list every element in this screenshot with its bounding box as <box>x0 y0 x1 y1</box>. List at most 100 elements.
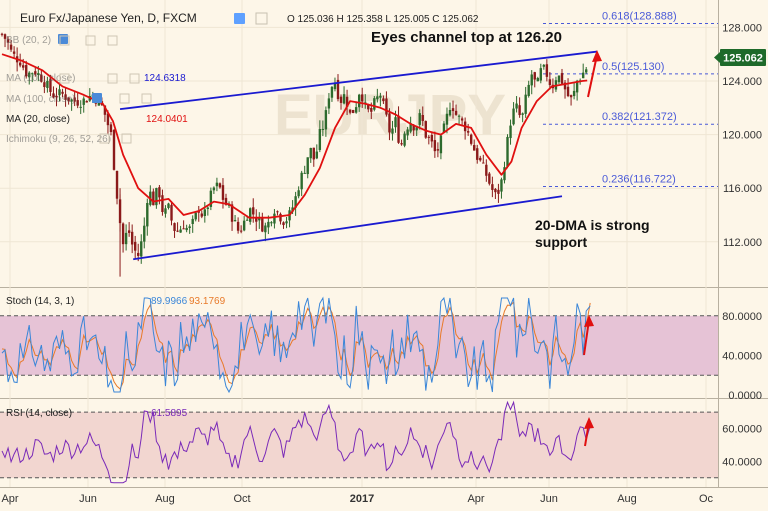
ma100-legend[interactable]: MA (100, close) <box>6 73 75 84</box>
candle-body <box>524 94 527 114</box>
ma20-line[interactable] <box>1 53 588 219</box>
stoch-k-value: 89.9966 <box>151 296 188 307</box>
candle-body <box>482 162 485 164</box>
legend-button-icon <box>85 35 96 46</box>
candle-body <box>433 140 437 152</box>
candle-body <box>218 183 222 188</box>
candle-body <box>512 108 515 125</box>
candle-body <box>309 147 312 159</box>
fib-level-label: 0.382(121.372) <box>602 111 677 123</box>
stoch-label[interactable]: Stoch (14, 3, 1) <box>6 296 74 307</box>
candle-body <box>424 121 427 138</box>
candle-body <box>58 89 61 96</box>
symbol-header[interactable]: Euro Fx/Japanese Yen, D, FXCM O 125.036 … <box>20 11 479 25</box>
candle-body <box>239 230 243 232</box>
trend-channel[interactable] <box>119 50 598 261</box>
candle-body <box>533 72 536 80</box>
legend-icons <box>59 35 152 144</box>
candle-body <box>173 223 176 231</box>
channel-annotation: Eyes channel top at 126.20 <box>371 29 562 46</box>
up-arrow-main <box>587 50 602 98</box>
eye-icon[interactable] <box>234 13 245 24</box>
candle-body <box>430 134 434 142</box>
candle-body <box>25 65 28 77</box>
symbol-title[interactable]: Euro Fx/Japanese Yen, D, FXCM <box>20 11 197 25</box>
fibonacci-levels[interactable]: 0.618(128.888) 0.5(125.130) 0.382(121.372)… <box>543 11 718 188</box>
candle-body <box>164 208 167 214</box>
candle-body <box>64 94 67 100</box>
stochastic-indicator <box>0 296 718 394</box>
bb-legend[interactable]: BB (20, 2) <box>6 35 51 46</box>
settings-icon[interactable] <box>255 12 268 25</box>
legend-button-icon <box>107 73 118 84</box>
candle-body <box>330 86 334 98</box>
time-tick-label: Oct <box>233 493 250 505</box>
candle-body <box>40 74 43 82</box>
candle-body <box>542 64 546 67</box>
price-tick-label: 112.000 <box>723 237 762 249</box>
ma20-value: 124.0401 <box>146 114 188 125</box>
candle-body <box>18 62 22 66</box>
candle-body <box>49 79 52 92</box>
candle-body <box>448 110 452 116</box>
ichimoku-legend[interactable]: Ichimoku (9, 26, 52, 26) <box>6 134 111 145</box>
candle-body <box>188 226 191 229</box>
eye-icon[interactable] <box>92 93 102 103</box>
rsi-tick-label: 60.0000 <box>722 424 762 436</box>
candle-body <box>85 101 88 103</box>
candle-body <box>197 211 200 213</box>
candle-body <box>161 195 164 212</box>
candle-body <box>312 147 315 160</box>
candle-body <box>297 190 300 197</box>
candle-body <box>373 98 376 110</box>
candle-body <box>303 172 306 174</box>
candle-body <box>245 219 249 221</box>
candle-body <box>321 128 325 130</box>
candle-body <box>6 39 10 43</box>
candle-body <box>400 143 403 145</box>
ma20-legend[interactable]: MA (20, close) <box>6 114 70 125</box>
price-tick-label: 124.000 <box>722 76 762 88</box>
time-tick-label: Jun <box>79 493 97 505</box>
price-axis[interactable] <box>718 0 768 487</box>
time-tick-label: Jun <box>540 493 558 505</box>
candle-body <box>270 222 273 224</box>
stoch-tick-label: 0.0000 <box>728 390 762 402</box>
candle-body <box>146 202 149 227</box>
time-axis[interactable] <box>0 487 768 511</box>
candle-body <box>457 115 461 117</box>
candle-body <box>224 197 228 205</box>
candle-body <box>406 129 409 136</box>
price-tick-label: 128.000 <box>722 22 762 34</box>
candle-body <box>479 157 482 161</box>
rsi-tick-label: 40.0000 <box>722 456 762 468</box>
legend-button-icon <box>59 73 70 84</box>
candle-body <box>454 110 458 115</box>
candle-body <box>279 213 282 222</box>
candle-body <box>285 221 288 224</box>
stoch-legend[interactable]: Stoch (14, 3, 1) 89.9966 93.1769 <box>6 296 226 307</box>
fib-level-label: 0.618(128.888) <box>602 11 677 23</box>
candle-body <box>21 65 25 68</box>
candle-body <box>342 94 346 104</box>
indicator-legend[interactable]: BB (20, 2) MA (100, close) 124.6318 MA (… <box>6 34 188 145</box>
candle-body <box>67 97 70 102</box>
candle-body <box>485 164 488 176</box>
candle-body <box>563 82 567 90</box>
rsi-band <box>0 412 718 478</box>
candle-body <box>109 124 113 133</box>
candle-body <box>70 99 73 102</box>
candle-body <box>106 113 110 126</box>
candle-body <box>503 167 506 181</box>
ma100-legend-2[interactable]: MA (100, close) <box>6 94 75 105</box>
candle-body <box>370 107 373 112</box>
fib-level-label: 0.236(116.722) <box>602 174 676 186</box>
candle-body <box>261 218 264 232</box>
candle-body <box>569 95 573 98</box>
candle-body <box>127 230 131 233</box>
candle-body <box>103 105 107 115</box>
rsi-label[interactable]: RSI (14, close) <box>6 408 72 419</box>
candle-body <box>294 196 297 208</box>
rsi-legend[interactable]: RSI (14, close) 61.5895 <box>6 408 188 419</box>
